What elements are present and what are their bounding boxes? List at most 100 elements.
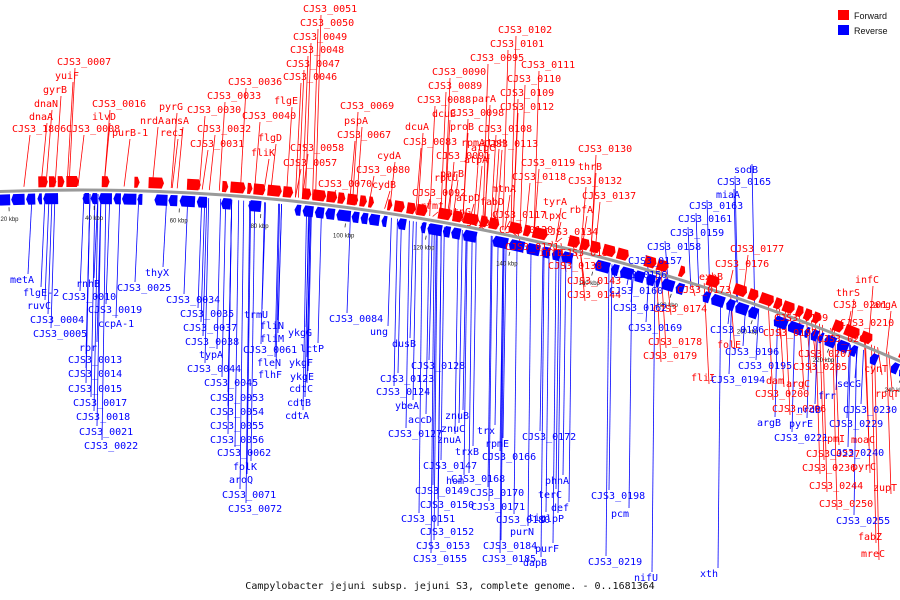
- reverse-gene-label: argB: [757, 418, 781, 429]
- forward-gene-leader: [493, 148, 500, 229]
- reverse-gene-leader: [687, 226, 692, 288]
- forward-gene-leader: [77, 134, 85, 187]
- forward-gene-arrow: [732, 283, 747, 298]
- forward-gene-arrow: [247, 182, 253, 194]
- reverse-gene-leader: [458, 229, 463, 424]
- reverse-gene-label: CJS3_0180: [496, 515, 550, 526]
- forward-gene-arrow: [148, 177, 164, 189]
- forward-gene-leader: [218, 101, 226, 191]
- reverse-gene-label: znuC: [441, 424, 465, 435]
- reverse-gene-label: CJS3_0054: [210, 407, 264, 418]
- scale-tick: [591, 271, 594, 276]
- forward-gene-arrow: [230, 181, 246, 194]
- reverse-gene-arrow: [561, 251, 574, 265]
- reverse-gene-label: CJS3_0169: [628, 323, 682, 334]
- reverse-gene-leader: [93, 194, 99, 412]
- forward-gene-label: CJS3_0046: [283, 72, 337, 83]
- reverse-gene-label: CJS3_0021: [79, 427, 133, 438]
- forward-gene-label: dam: [766, 376, 784, 387]
- reverse-gene-arrow: [0, 194, 11, 206]
- forward-gene-leader: [356, 126, 363, 205]
- reverse-gene-leader: [454, 229, 459, 435]
- forward-gene-leader: [352, 111, 359, 205]
- forward-gene-leader: [315, 14, 322, 200]
- reverse-gene-arrow: [294, 204, 302, 216]
- forward-gene-label: pyrC: [852, 462, 876, 473]
- reverse-gene-arrow: [773, 315, 790, 331]
- forward-gene-leader: [819, 323, 825, 461]
- reverse-gene-arrow: [620, 266, 635, 280]
- forward-gene-label: fliK: [251, 148, 275, 159]
- reverse-gene-label: trxB: [455, 447, 479, 458]
- forward-gene-label: CJS3_0250: [819, 499, 873, 510]
- reverse-gene-leader: [200, 197, 206, 323]
- reverse-gene-label: ccpA-1: [98, 319, 134, 330]
- forward-gene-label: CJS3_0121: [505, 242, 559, 253]
- forward-gene-label: cynT: [864, 364, 888, 375]
- forward-gene-leader: [432, 211, 439, 217]
- reverse-gene-label: CJS3_0171: [471, 502, 525, 513]
- forward-gene-leader: [440, 91, 447, 218]
- reverse-gene-leader: [440, 226, 445, 461]
- reverse-gene-leader: [275, 203, 280, 370]
- reverse-gene-leader: [409, 221, 414, 339]
- reverse-gene-label: purN: [510, 527, 534, 538]
- reverse-gene-leader: [277, 203, 282, 334]
- reverse-gene-leader: [317, 208, 322, 344]
- reverse-gene-label: xth: [700, 569, 718, 580]
- forward-gene-leader: [305, 42, 312, 199]
- scale-tick-label: 120 kbp: [413, 246, 435, 252]
- reverse-gene-leader: [462, 230, 467, 411]
- reverse-gene-label: ybeA: [395, 401, 419, 412]
- forward-gene-arrow: [531, 226, 548, 241]
- forward-gene-leader: [103, 109, 111, 187]
- forward-gene-label: slyD: [466, 218, 490, 229]
- reverse-gene-label: CJS3_0147: [423, 461, 477, 472]
- forward-gene-label: ansA: [165, 116, 189, 127]
- forward-gene-arrow: [488, 217, 500, 230]
- forward-gene-arrow: [253, 183, 266, 196]
- forward-gene-leader: [68, 67, 76, 187]
- reverse-gene-label: fliM: [260, 334, 284, 345]
- reverse-gene-label: CJS3_0037: [183, 323, 237, 334]
- reverse-gene-label: CJS3_0127: [388, 429, 442, 440]
- forward-gene-label: CJS3_0095: [470, 53, 524, 64]
- reverse-gene-leader: [751, 163, 756, 309]
- reverse-gene-label: ykgF: [289, 358, 313, 369]
- forward-gene-arrow: [802, 308, 813, 321]
- reverse-gene-leader: [628, 269, 633, 509]
- reverse-gene-leader: [418, 222, 423, 514]
- forward-gene-label: rfmt: [420, 201, 444, 212]
- forward-gene-label: fliI: [691, 373, 715, 384]
- forward-gene-label: atpA: [464, 155, 488, 166]
- reverse-gene-leader: [162, 195, 168, 268]
- reverse-gene-arrow: [492, 235, 509, 250]
- forward-gene-label: CJS3_0113: [484, 139, 538, 150]
- reverse-gene-arrow: [542, 246, 551, 259]
- reverse-gene-label: CJS3_0170: [470, 488, 524, 499]
- forward-gene-leader: [888, 351, 894, 401]
- forward-gene-leader: [886, 310, 892, 352]
- forward-gene-label: CJS3_0177: [730, 244, 784, 255]
- forward-gene-label: CJS3_0227: [806, 449, 860, 460]
- forward-gene-arrow: [567, 235, 580, 248]
- forward-gene-leader: [171, 138, 179, 189]
- reverse-gene-label: CJS3_0195: [738, 361, 792, 372]
- reverse-gene-leader: [545, 248, 550, 513]
- reverse-gene-label: CJS3_0196: [725, 347, 779, 358]
- reverse-gene-label: CJS3_0053: [210, 393, 264, 404]
- reverse-gene-label: CJS3_0150: [420, 500, 474, 511]
- forward-gene-leader: [40, 122, 48, 187]
- forward-gene-label: CJS3_0179: [643, 351, 697, 362]
- forward-gene-label: CJS3_0040: [242, 111, 296, 122]
- forward-gene-label: lpxC: [543, 211, 567, 222]
- reverse-gene-leader: [304, 206, 309, 398]
- forward-gene-leader: [510, 35, 517, 232]
- reverse-gene-arrow: [122, 193, 137, 205]
- forward-gene-label: thrS: [836, 288, 860, 299]
- reverse-gene-arrow: [726, 298, 736, 312]
- forward-gene-arrow: [655, 258, 669, 273]
- reverse-gene-label: CJS3_0229: [829, 419, 883, 430]
- reverse-gene-arrow: [302, 205, 314, 218]
- reverse-gene-leader: [397, 219, 402, 374]
